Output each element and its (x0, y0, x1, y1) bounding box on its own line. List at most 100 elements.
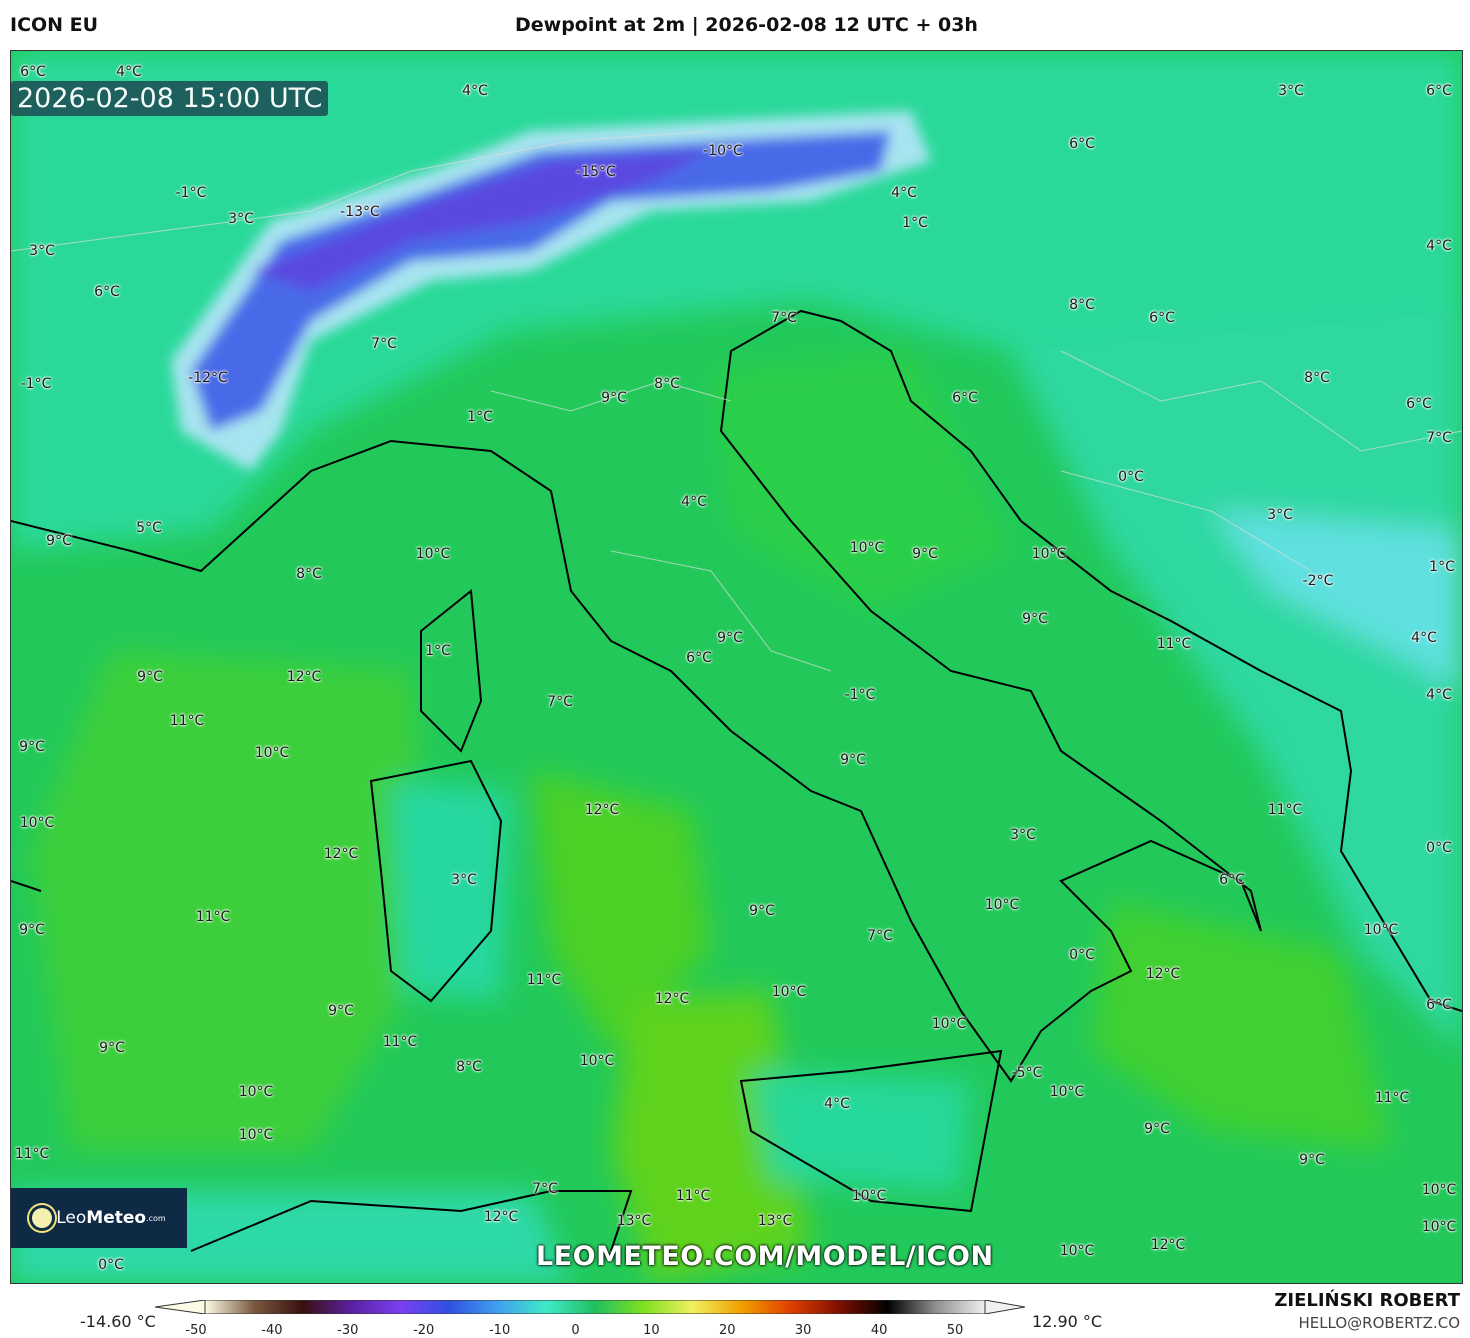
colorbar-tick: -30 (337, 1323, 359, 1338)
temperature-label: 4°C (1426, 238, 1452, 254)
temperature-label: 9°C (749, 903, 775, 919)
temperature-label: 0°C (1118, 469, 1144, 485)
temperature-label: 8°C (1304, 370, 1330, 386)
temperature-label: 10°C (254, 745, 290, 761)
temperature-label: 6°C (952, 390, 978, 406)
temperature-label: 4°C (824, 1096, 850, 1112)
colorbar-min-arrow (155, 1300, 206, 1314)
logo-text: Leo (56, 1208, 87, 1228)
temperature-label: -2°C (1302, 573, 1334, 589)
min-value: -14.60 °C (80, 1312, 156, 1331)
author-email: HELLO@ROBERTZ.CO (1298, 1314, 1460, 1332)
temperature-label: 11°C (1267, 802, 1303, 818)
temperature-label: 6°C (1426, 997, 1452, 1013)
temperature-label: 8°C (1069, 297, 1095, 313)
temperature-label: 4°C (681, 494, 707, 510)
temperature-label: 10°C (1363, 922, 1399, 938)
temperature-label: 4°C (1426, 687, 1452, 703)
temperature-label: 10°C (851, 1188, 887, 1204)
temperature-label: 12°C (286, 669, 322, 685)
temperature-label: 3°C (29, 243, 55, 259)
colorbar-tick: -10 (488, 1323, 511, 1338)
temperature-label: 6°C (1069, 136, 1095, 152)
temperature-label: -13°C (340, 204, 380, 220)
temperature-label: 1°C (1429, 559, 1455, 575)
temperature-label: 9°C (99, 1040, 125, 1056)
logo-text-bold: Meteo (86, 1208, 147, 1228)
temperature-label: -15°C (576, 164, 616, 180)
colorbar-max-arrow (984, 1300, 1025, 1314)
temperature-label: 11°C (675, 1188, 711, 1204)
leometeo-logo[interactable]: Leo Meteo .com (11, 1188, 187, 1248)
colorbar (155, 1300, 1025, 1314)
map-fields (11, 51, 1462, 1283)
temperature-label: 11°C (382, 1034, 418, 1050)
temperature-label: 10°C (238, 1084, 274, 1100)
temperature-label: 9°C (1022, 611, 1048, 627)
temperature-label: 3°C (451, 872, 477, 888)
temperature-label: 10°C (19, 815, 55, 831)
temperature-label: 5°C (136, 520, 162, 536)
temperature-label: 7°C (547, 694, 573, 710)
colorbar-tick: -40 (261, 1323, 283, 1338)
temperature-label: 10°C (1049, 1084, 1085, 1100)
logo-suffix: .com (146, 1213, 166, 1223)
temperature-label: 8°C (456, 1059, 482, 1075)
temperature-label: 7°C (371, 336, 397, 352)
colorbar-tick: 0 (571, 1323, 580, 1338)
temperature-label: 6°C (20, 64, 46, 80)
temperature-label: 6°C (1149, 310, 1175, 326)
temperature-label: 0°C (1426, 840, 1452, 856)
temperature-label: 6°C (1406, 396, 1432, 412)
temperature-label: 12°C (1150, 1237, 1186, 1253)
temperature-label: 9°C (46, 533, 72, 549)
temperature-label: 6°C (1426, 83, 1452, 99)
temperature-label: 11°C (14, 1146, 50, 1162)
temperature-label: 11°C (1156, 636, 1192, 652)
dewpoint-map[interactable]: 2026-02-08 15:00 UTC 6°C 4°C 4°C 3°C 6°C -10°… (10, 50, 1463, 1284)
colorbar-tick: 20 (719, 1323, 736, 1338)
temperature-label: 9°C (1299, 1152, 1325, 1168)
temperature-label: 10°C (1421, 1219, 1457, 1235)
colorbar-tick: 50 (946, 1323, 964, 1338)
colorbar-tick: -20 (413, 1323, 435, 1338)
temperature-label: 4°C (462, 83, 488, 99)
temperature-label: 3°C (228, 211, 254, 227)
temperature-label: 9°C (19, 739, 45, 755)
temperature-label: 11°C (1374, 1090, 1410, 1106)
temperature-label: 10°C (771, 984, 807, 1000)
temperature-label: 12°C (323, 846, 359, 862)
temperature-label: 11°C (526, 972, 562, 988)
temperature-label: 1°C (467, 409, 493, 425)
author: ZIELIŃSKI ROBERT (1274, 1290, 1460, 1311)
temperature-label: 11°C (195, 909, 231, 925)
temperature-label: 9°C (601, 390, 627, 406)
temperature-label: 3°C (1010, 827, 1036, 843)
temperature-label: 12°C (1145, 966, 1181, 982)
temperature-label: 10°C (238, 1127, 274, 1143)
temperature-label: 10°C (415, 546, 451, 562)
temperature-label: -5°C (1011, 1065, 1043, 1081)
temperature-label: 9°C (840, 752, 866, 768)
temperature-label: 1°C (425, 643, 451, 659)
temperature-label: -12°C (188, 370, 228, 386)
temperature-label: 4°C (891, 185, 917, 201)
temperature-label: 3°C (1267, 507, 1293, 523)
temperature-label: 6°C (1219, 872, 1245, 888)
temperature-label: 1°C (902, 215, 928, 231)
temperature-label: 0°C (1069, 947, 1095, 963)
temperature-label: 10°C (931, 1016, 967, 1032)
temperature-label: 9°C (1144, 1121, 1170, 1137)
temperature-label: 10°C (984, 897, 1020, 913)
temperature-label: 9°C (717, 630, 743, 646)
max-value: 12.90 °C (1032, 1312, 1103, 1331)
temperature-label: 10°C (1059, 1243, 1095, 1259)
temperature-label: 9°C (328, 1003, 354, 1019)
temperature-label: 8°C (654, 376, 680, 392)
temperature-label: 3°C (1278, 83, 1304, 99)
temperature-label: 6°C (686, 650, 712, 666)
valid-time: 2026-02-08 15:00 UTC (11, 81, 329, 116)
temperature-label: 6°C (94, 284, 120, 300)
temperature-label: 9°C (19, 922, 45, 938)
temperature-label: 4°C (116, 64, 142, 80)
